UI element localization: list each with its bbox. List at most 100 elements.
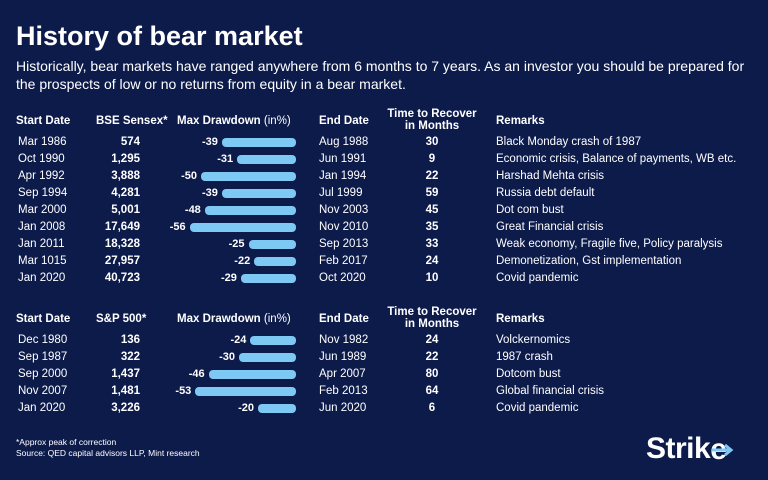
index-value: 17,649 [104,221,140,233]
index-value: 1,295 [111,153,140,165]
header-end-date: End Date [319,115,369,127]
remarks: Demonetization, Gst implementation [496,255,682,267]
recover-months: 35 [425,221,439,233]
drawdown-bar [250,336,296,345]
drawdown-cell: -31 [180,151,296,168]
sp500-table-header: Start Date S&P 500* Max Drawdown (in%) E… [0,306,768,332]
recover-months: 30 [425,136,439,148]
recover-months: 33 [425,238,439,250]
drawdown-bar [204,206,296,215]
table-row: Mar 2000 5,001 -48 Nov 2003 45 Dot com bust [0,202,768,219]
drawdown-label: -48 [184,204,201,216]
end-date: Feb 2013 [319,385,368,397]
sensex-rows: Mar 1986 574 -39 Aug 1988 30 Black Monday cra… [0,134,768,287]
end-date: Oct 2020 [319,272,366,284]
drawdown-cell: -53 [175,383,296,400]
end-date: Jul 1999 [319,187,363,199]
recover-months: 9 [428,153,436,165]
footnote: *Approx peak of correction Source: QED c… [16,437,200,459]
page-title: History of bear market [16,21,303,51]
drawdown-cell: -20 [180,400,296,417]
table-row: Sep 2000 1,437 -46 Apr 2007 80 Dotcom bust [0,366,768,383]
drawdown-label: -46 [188,368,205,380]
start-date: Mar 1015 [18,255,67,267]
index-value: 322 [120,351,140,363]
end-date: Nov 2010 [319,221,369,233]
remarks: Weak economy, Fragile five, Policy paral… [496,238,723,250]
drawdown-bar [254,257,296,266]
recover-months: 45 [425,204,439,216]
start-date: Oct 1990 [18,153,65,165]
index-value: 5,001 [111,204,140,216]
drawdown-cell: -24 [180,332,296,349]
end-date: Jun 1989 [319,351,367,363]
end-date: Feb 2017 [319,255,368,267]
remarks: 1987 crash [496,351,553,363]
drawdown-label: -39 [202,136,218,148]
logo-arrow-e-icon: e [710,433,734,466]
drawdown-label: -25 [228,238,245,250]
header-index-value: BSE Sensex* [96,115,168,127]
table-row: Jan 2011 18,328 -25 Sep 2013 33 Weak economy,… [0,236,768,253]
index-value: 4,281 [111,187,140,199]
start-date: Apr 1992 [18,170,65,182]
drawdown-bar [221,189,296,198]
header-time-to-recover: Time to Recover in Months [387,108,477,132]
recover-months: 59 [425,187,439,199]
remarks: Russia debt default [496,187,595,199]
drawdown-bar [248,240,296,249]
header-max-drawdown: Max Drawdown (in%) [177,115,291,127]
remarks: Volckernomics [496,334,571,346]
remarks: Great Financial crisis [496,221,604,233]
drawdown-label: -56 [169,221,186,233]
drawdown-bar [240,274,296,283]
footnote-source: Source: QED capital advisors LLP, Mint r… [16,448,200,458]
drawdown-label: -22 [234,255,251,267]
end-date: Jun 2020 [319,402,367,414]
header-start-date: Start Date [16,115,71,127]
drawdown-bar [237,155,296,164]
end-date: Apr 2007 [319,368,366,380]
table-row: Jan 2008 17,649 -56 Nov 2010 35 Great Financi… [0,219,768,236]
table-row: Sep 1994 4,281 -39 Jul 1999 59 Russia debt de… [0,185,768,202]
header-end-date: End Date [319,313,369,325]
drawdown-cell: -39 [180,134,296,151]
table-row: Jan 2020 40,723 -29 Oct 2020 10 Covid pandemi… [0,270,768,287]
recover-months: 22 [425,170,439,182]
end-date: Jan 1994 [319,170,367,182]
drawdown-cell: -25 [180,236,296,253]
header-start-date: Start Date [16,313,71,325]
end-date: Sep 2013 [319,238,369,250]
start-date: Sep 1987 [18,351,68,363]
drawdown-cell: -29 [180,270,296,287]
drawdown-label: -24 [230,334,247,346]
end-date: Nov 1982 [319,334,369,346]
drawdown-label: -30 [219,351,235,363]
drawdown-cell: -46 [180,366,296,383]
start-date: Sep 2000 [18,368,68,380]
drawdown-label: -39 [202,187,218,199]
remarks: Harshad Mehta crisis [496,170,605,182]
end-date: Nov 2003 [319,204,369,216]
start-date: Sep 1994 [18,187,68,199]
start-date: Mar 2000 [18,204,67,216]
index-value: 136 [120,334,140,346]
start-date: Dec 1980 [18,334,68,346]
index-value: 18,328 [104,238,140,250]
table-row: Oct 1990 1,295 -31 Jun 1991 9 Economic crisis… [0,151,768,168]
recover-months: 24 [425,334,439,346]
header-remarks: Remarks [496,115,545,127]
recover-months: 10 [425,272,439,284]
header-max-drawdown-unit: (in%) [263,115,291,127]
drawdown-cell: -30 [180,349,296,366]
table-row: Apr 1992 3,888 -50 Jan 1994 22 Harshad Mehta … [0,168,768,185]
recover-months: 22 [425,351,439,363]
drawdown-bar [221,138,296,147]
page-subtitle: Historically, bear markets have ranged a… [16,58,745,92]
drawdown-label: -53 [175,385,192,397]
drawdown-cell: -39 [180,185,296,202]
remarks: Black Monday crash of 1987 [496,136,642,148]
table-row: Jan 2020 3,226 -20 Jun 2020 6 Covid pandemic [0,400,768,417]
index-value: 3,226 [111,402,140,414]
sensex-table: Start Date BSE Sensex* Max Drawdown (in%… [0,108,768,287]
